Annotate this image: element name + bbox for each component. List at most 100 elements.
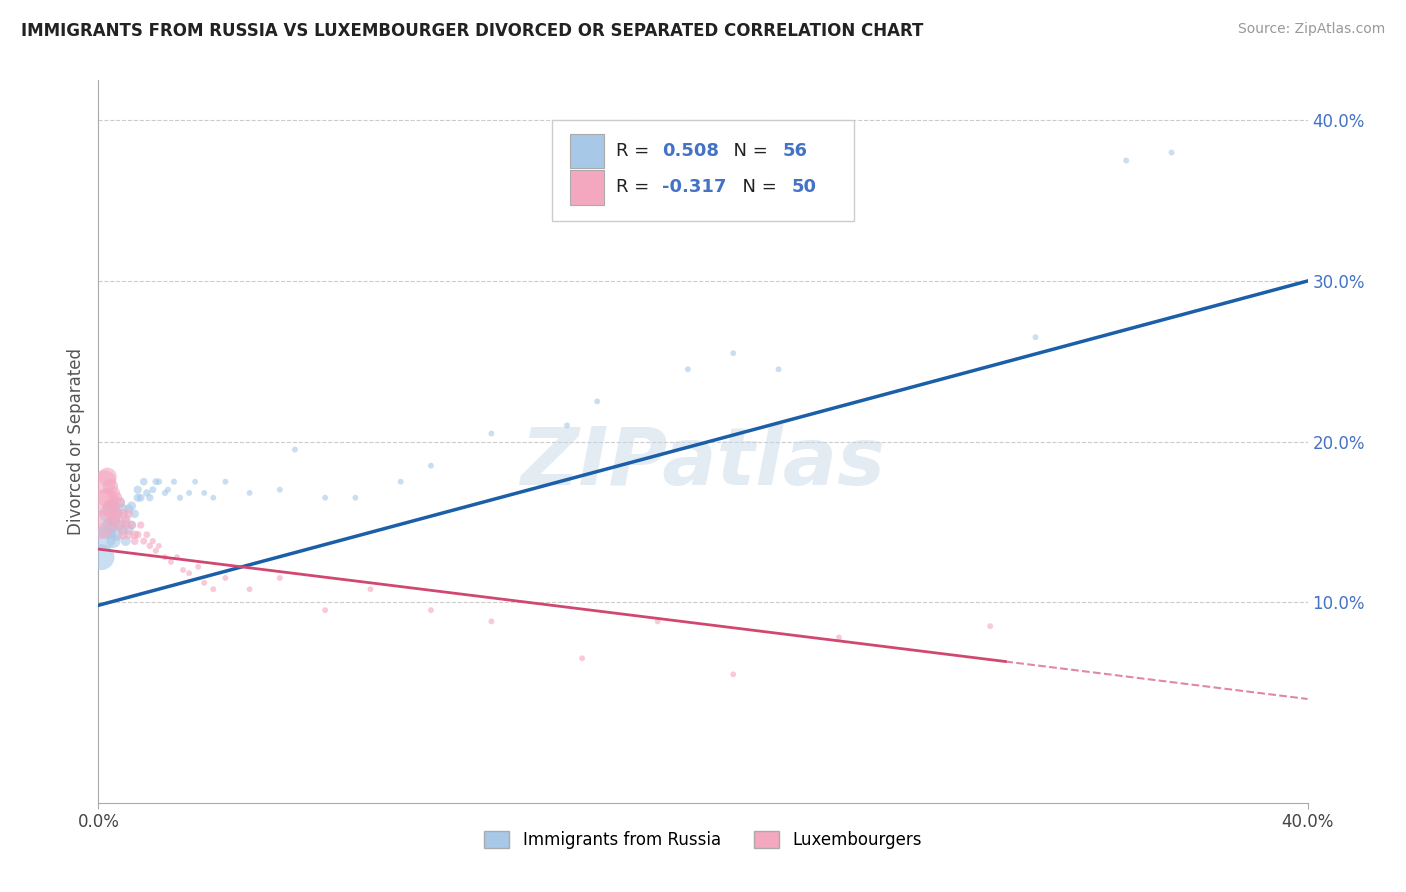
Point xyxy=(118,523,141,537)
Text: N =: N = xyxy=(731,178,782,196)
Point xyxy=(202,582,225,597)
Point xyxy=(145,475,167,489)
Point xyxy=(129,491,152,505)
Point xyxy=(142,534,165,549)
Point xyxy=(193,575,215,590)
Point xyxy=(647,615,669,629)
Point xyxy=(108,518,131,533)
Point xyxy=(127,527,149,541)
Point xyxy=(103,515,125,529)
Point xyxy=(132,475,155,489)
Text: 50: 50 xyxy=(792,178,817,196)
Point xyxy=(314,603,336,617)
Point xyxy=(108,518,131,533)
Point xyxy=(153,486,176,500)
Point xyxy=(481,426,503,441)
Point xyxy=(142,483,165,497)
Text: -0.317: -0.317 xyxy=(662,178,727,196)
Point xyxy=(184,475,207,489)
Point xyxy=(193,486,215,500)
Point xyxy=(124,534,146,549)
Point xyxy=(360,582,382,597)
Point xyxy=(132,534,155,549)
Point xyxy=(139,539,162,553)
Point xyxy=(90,518,112,533)
Point xyxy=(96,523,118,537)
Text: 0.508: 0.508 xyxy=(662,142,718,160)
Point xyxy=(105,507,128,521)
Point xyxy=(114,518,136,533)
Point xyxy=(420,458,443,473)
Point xyxy=(314,491,336,505)
Text: ZIPatlas: ZIPatlas xyxy=(520,425,886,502)
Point xyxy=(166,550,188,565)
Point xyxy=(239,486,262,500)
Point xyxy=(179,486,201,500)
Point xyxy=(124,527,146,541)
Point xyxy=(160,555,183,569)
Point xyxy=(163,475,186,489)
Point xyxy=(93,531,115,545)
Point xyxy=(105,491,128,505)
Legend: Immigrants from Russia, Luxembourgers: Immigrants from Russia, Luxembourgers xyxy=(478,824,928,856)
Point xyxy=(420,603,443,617)
Point xyxy=(96,470,118,484)
Point xyxy=(676,362,699,376)
Point xyxy=(100,502,122,516)
Point xyxy=(571,651,593,665)
FancyBboxPatch shape xyxy=(569,169,603,204)
Point xyxy=(1160,145,1182,160)
Point xyxy=(481,615,503,629)
Point xyxy=(179,566,201,581)
Point xyxy=(723,346,745,360)
Point xyxy=(284,442,307,457)
Point xyxy=(127,491,149,505)
Point xyxy=(135,486,157,500)
Y-axis label: Divorced or Separated: Divorced or Separated xyxy=(66,348,84,535)
Point xyxy=(129,518,152,533)
Point xyxy=(979,619,1001,633)
Point xyxy=(214,571,236,585)
Point xyxy=(93,495,115,509)
Point xyxy=(108,495,131,509)
Point xyxy=(124,507,146,521)
Point xyxy=(1024,330,1046,344)
Point xyxy=(202,491,225,505)
Point xyxy=(145,543,167,558)
Point xyxy=(139,491,162,505)
Point xyxy=(148,539,170,553)
Point xyxy=(103,511,125,525)
Text: N =: N = xyxy=(723,142,773,160)
Point xyxy=(103,486,125,500)
Point xyxy=(114,511,136,525)
Point xyxy=(121,518,143,533)
Point xyxy=(114,515,136,529)
Point xyxy=(108,495,131,509)
Point xyxy=(103,534,125,549)
Text: R =: R = xyxy=(616,142,655,160)
Point xyxy=(214,475,236,489)
Point xyxy=(153,550,176,565)
Point xyxy=(121,518,143,533)
Point xyxy=(105,507,128,521)
Point xyxy=(96,507,118,521)
Point xyxy=(723,667,745,681)
Point xyxy=(269,571,291,585)
Point xyxy=(121,499,143,513)
Point xyxy=(148,475,170,489)
Text: 56: 56 xyxy=(783,142,808,160)
FancyBboxPatch shape xyxy=(569,134,603,169)
Point xyxy=(555,418,578,433)
Point xyxy=(118,527,141,541)
Point xyxy=(269,483,291,497)
Point xyxy=(344,491,367,505)
Point xyxy=(100,499,122,513)
Text: Source: ZipAtlas.com: Source: ZipAtlas.com xyxy=(1237,22,1385,37)
Point xyxy=(111,502,134,516)
Point xyxy=(586,394,609,409)
Point xyxy=(768,362,790,376)
Point xyxy=(389,475,412,489)
Point xyxy=(114,534,136,549)
Point xyxy=(127,483,149,497)
Point xyxy=(100,518,122,533)
